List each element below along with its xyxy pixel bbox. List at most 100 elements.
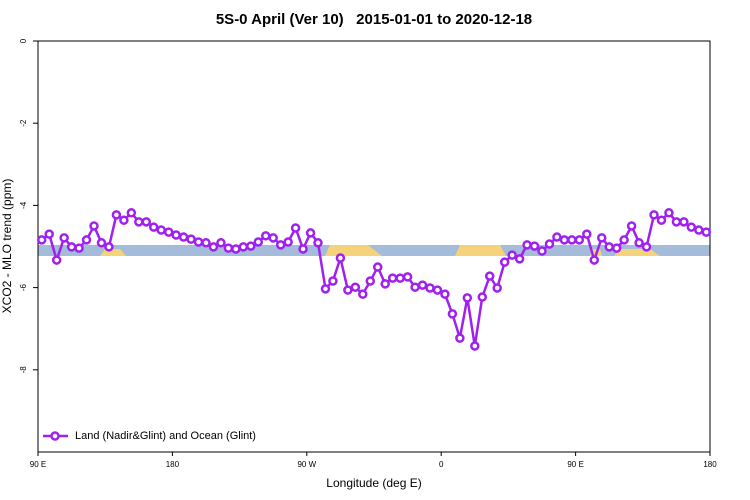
point (104, 242, 114, 252)
point (350, 282, 361, 292)
point (544, 239, 555, 249)
point (134, 217, 144, 227)
y-tick-label: -4 (19, 201, 28, 209)
plot-frame (37, 40, 711, 453)
point (66, 242, 77, 252)
point (455, 333, 465, 343)
point (96, 238, 107, 248)
point (231, 244, 241, 254)
point (447, 309, 458, 319)
point (395, 273, 405, 283)
point (372, 262, 383, 272)
point (51, 255, 62, 265)
point (537, 246, 547, 256)
y-tick-label: -8 (19, 366, 28, 374)
point (567, 235, 577, 245)
x-tick-label: 90 E (567, 460, 583, 469)
point (559, 235, 570, 245)
point (81, 235, 92, 245)
point (440, 289, 450, 299)
point (499, 257, 510, 267)
y-tick-label: 0 (19, 38, 28, 43)
point (402, 272, 413, 282)
point (193, 237, 204, 247)
point (679, 217, 689, 227)
point (701, 227, 712, 237)
point (477, 292, 488, 302)
point (641, 242, 652, 252)
point (290, 223, 301, 233)
point (589, 255, 600, 265)
land-patch (455, 245, 506, 256)
x-axis-label: Longitude (deg E) (326, 476, 421, 490)
point (470, 341, 480, 351)
point (432, 285, 443, 295)
point (313, 238, 323, 248)
point (59, 233, 69, 243)
x-tick-label: 90 W (297, 460, 316, 469)
point (44, 229, 54, 239)
point (492, 283, 502, 293)
point (507, 250, 517, 260)
point (305, 228, 316, 238)
surface-band (38, 245, 710, 256)
point (522, 240, 532, 250)
point (484, 271, 495, 281)
point (611, 243, 622, 253)
point (89, 221, 99, 231)
point (335, 253, 346, 263)
point (664, 208, 674, 218)
point (201, 238, 211, 248)
x-tick-label: 180 (166, 460, 180, 469)
point (343, 285, 353, 295)
point (604, 242, 614, 252)
point (514, 254, 525, 264)
point (529, 241, 540, 251)
point (574, 235, 585, 245)
land-patch (325, 245, 382, 256)
point (126, 208, 137, 218)
point (582, 229, 592, 239)
point (186, 234, 196, 244)
point (626, 221, 637, 231)
point (298, 244, 308, 254)
point (36, 235, 47, 245)
x-tick-label: 0 (439, 460, 444, 469)
point (358, 289, 368, 299)
point (283, 237, 293, 247)
point (387, 273, 398, 283)
point (238, 242, 249, 252)
point (178, 232, 189, 242)
point (619, 235, 629, 245)
y-axis-label: XCO2 - MLO trend (ppm) (0, 179, 14, 314)
y-tick-label: -6 (19, 283, 28, 291)
point (410, 282, 420, 292)
point (119, 215, 129, 225)
x-tick-label: 180 (703, 460, 717, 469)
point (686, 222, 697, 232)
point (634, 238, 644, 248)
point (208, 242, 219, 252)
legend-marker (50, 431, 60, 441)
point (365, 276, 376, 286)
point (253, 237, 264, 247)
point (462, 293, 473, 303)
point (275, 240, 286, 250)
point (156, 225, 166, 235)
point (111, 210, 122, 220)
point (268, 233, 278, 243)
point (163, 227, 174, 237)
point (380, 279, 390, 289)
point (148, 222, 159, 232)
point (425, 283, 435, 293)
point (328, 276, 338, 286)
point (417, 280, 428, 290)
point (260, 231, 271, 241)
y-tick-label: -2 (19, 119, 28, 127)
point (246, 241, 256, 251)
point (223, 243, 234, 253)
legend-label: Land (Nadir&Glint) and Ocean (Glint) (75, 430, 256, 442)
point (671, 217, 682, 227)
point (320, 284, 331, 294)
